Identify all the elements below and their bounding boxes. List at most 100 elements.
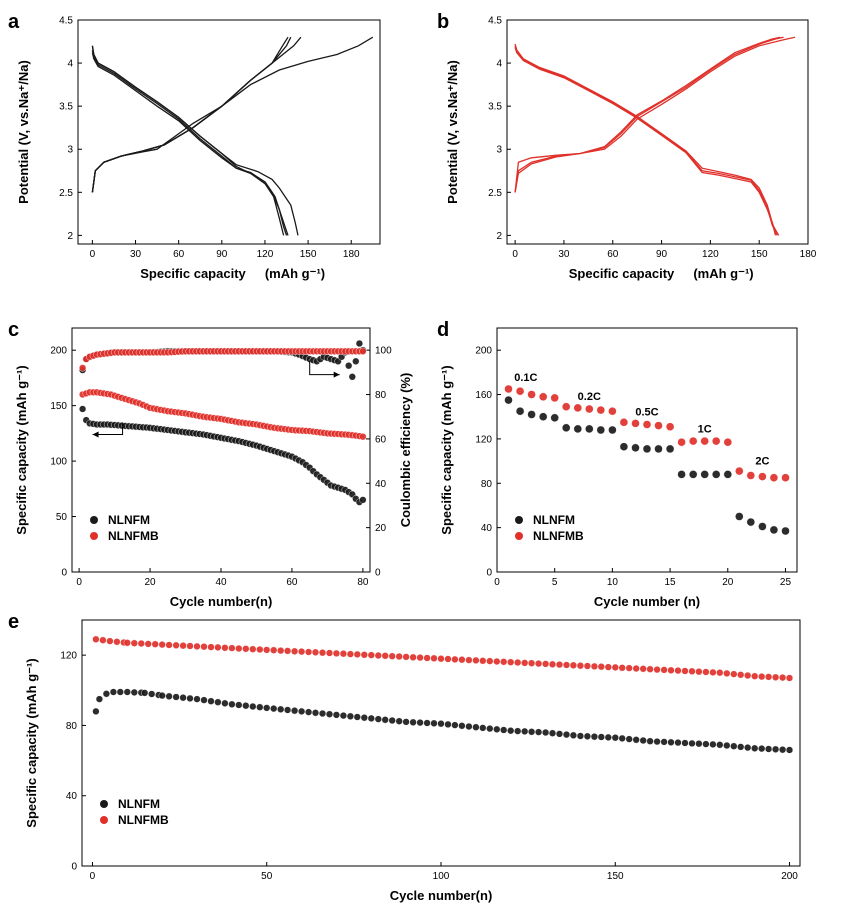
data-point-d-NLNFM: [504, 395, 513, 405]
data-point-d-NLNFMB: [781, 473, 790, 482]
x-tick-label-a: 60: [173, 249, 185, 260]
data-point-d-NLNFMB: [515, 387, 525, 396]
y-right-tick-label-c: 80: [375, 390, 387, 401]
y-tick-label-a: 2: [67, 231, 73, 242]
data-point-e-NLNFMB: [444, 655, 452, 663]
data-point-e-NLNFM: [632, 736, 640, 744]
y-tick-label-d: 200: [475, 346, 492, 357]
data-point-e-NLNFMB: [611, 663, 619, 672]
data-point-e-NLNFM: [660, 738, 668, 746]
legend-label-e-NLNFMB: NLNFMB: [118, 813, 169, 827]
data-point-e-NLNFM: [360, 714, 368, 722]
data-point-e-NLNFM: [298, 707, 306, 716]
x-axis-unit-a: (mAh g⁻¹): [265, 266, 325, 281]
y-right-tick-label-c: 100: [375, 346, 392, 357]
data-point-e-NLNFMB: [541, 660, 550, 668]
data-point-e-NLNFM: [416, 718, 424, 727]
x-tick-label-b: 120: [702, 249, 719, 260]
data-point-e-NLNFMB: [597, 663, 605, 671]
data-point-e-NLNFM: [193, 695, 201, 703]
data-point-d-NLNFMB: [654, 421, 663, 430]
data-point-e-NLNFMB: [632, 664, 640, 673]
plot-frame-b: [506, 19, 809, 245]
data-point-e-NLNFMB: [325, 649, 334, 657]
data-point-e-NLNFM: [555, 730, 564, 738]
data-point-e-NLNFM: [284, 706, 292, 714]
y-right-tick-label-c: 40: [375, 479, 387, 490]
data-point-e-NLNFMB: [367, 651, 375, 659]
data-point-e-NLNFMB: [113, 638, 121, 646]
data-point-e-NLNFM: [723, 741, 731, 750]
data-point-e-NLNFM: [214, 698, 222, 706]
x-tick-label-d: 10: [607, 577, 619, 588]
data-point-e-NLNFM: [521, 727, 529, 736]
data-point-e-NLNFM: [374, 715, 382, 723]
data-point-e-NLNFM: [235, 701, 243, 709]
data-point-e-NLNFMB: [737, 671, 745, 679]
data-point-d-NLNFMB: [735, 466, 744, 476]
data-point-e-NLNFMB: [130, 639, 138, 647]
data-point-c-NLNFM: [359, 496, 367, 504]
data-point-e-NLNFM: [674, 738, 682, 747]
data-point-e-NLNFM: [270, 704, 278, 713]
data-point-e-NLNFMB: [486, 657, 494, 665]
x-axis-unit-b: (mAh g⁻¹): [693, 266, 753, 281]
data-point-e-NLNFM: [479, 724, 487, 732]
legend-marker-d-NLNFM: [515, 516, 523, 524]
panel-label-b: b: [437, 11, 449, 33]
data-point-e-NLNFMB: [360, 651, 368, 659]
data-point-e-NLNFMB: [653, 665, 661, 674]
data-point-e-NLNFMB: [395, 652, 403, 661]
data-point-e-NLNFM: [451, 721, 459, 729]
data-point-d-NLNFM: [746, 517, 755, 527]
data-point-e-NLNFMB: [353, 650, 361, 659]
data-point-e-NLNFM: [409, 718, 417, 726]
data-point-e-NLNFM: [562, 730, 571, 739]
data-point-e-NLNFMB: [702, 668, 710, 676]
x-tick-label-c: 80: [357, 577, 369, 588]
data-point-e-NLNFM: [148, 690, 156, 698]
data-point-e-NLNFM: [437, 720, 445, 728]
data-point-e-NLNFMB: [242, 645, 250, 653]
data-point-e-NLNFM: [702, 740, 710, 748]
legend-marker-e-NLNFMB: [100, 816, 108, 824]
data-point-c-NLNFM: [78, 405, 87, 413]
data-point-e-NLNFM: [395, 717, 403, 725]
data-point-e-NLNFM: [311, 709, 320, 717]
data-point-c-NLNFM-CE: [345, 362, 353, 370]
data-point-e-NLNFMB: [667, 666, 675, 674]
data-point-e-NLNFM: [388, 716, 396, 725]
data-point-e-NLNFMB: [660, 666, 668, 674]
y-tick-label-c: 100: [50, 457, 67, 468]
data-point-e-NLNFMB: [106, 637, 114, 645]
data-point-e-NLNFM: [353, 713, 361, 721]
data-point-e-NLNFMB: [137, 639, 145, 648]
x-tick-label-d: 5: [552, 577, 558, 588]
data-point-e-NLNFMB: [416, 653, 424, 662]
data-point-d-NLNFMB: [619, 418, 629, 427]
data-point-e-NLNFM: [785, 746, 794, 754]
data-point-e-NLNFMB: [576, 662, 585, 670]
x-tick-label-a: 180: [343, 249, 360, 260]
data-point-e-NLNFM: [639, 736, 647, 745]
data-point-e-NLNFM: [325, 710, 334, 718]
y-tick-label-a: 2.5: [59, 188, 73, 199]
series-line-b-discharge-2: [514, 45, 778, 236]
legend-marker-c-NLNFMB: [90, 532, 98, 540]
data-point-e-NLNFMB: [514, 658, 522, 667]
x-axis-title-b: Specific capacity: [569, 266, 675, 281]
data-point-d-NLNFM: [642, 444, 652, 454]
x-tick-label-e: 50: [261, 871, 273, 882]
y-right-tick-label-c: 60: [375, 434, 387, 445]
x-tick-label-a: 0: [90, 249, 96, 260]
y-tick-label-b: 2: [496, 231, 502, 242]
data-point-e-NLNFM: [130, 688, 138, 697]
data-point-d-NLNFM: [515, 407, 525, 416]
data-point-e-NLNFM: [778, 746, 787, 754]
data-point-e-NLNFMB: [709, 668, 717, 677]
data-point-e-NLNFM: [597, 733, 605, 741]
data-point-e-NLNFMB: [172, 641, 180, 649]
data-point-e-NLNFM: [611, 734, 619, 742]
data-point-e-NLNFM: [688, 739, 696, 748]
data-point-e-NLNFM: [102, 690, 111, 698]
